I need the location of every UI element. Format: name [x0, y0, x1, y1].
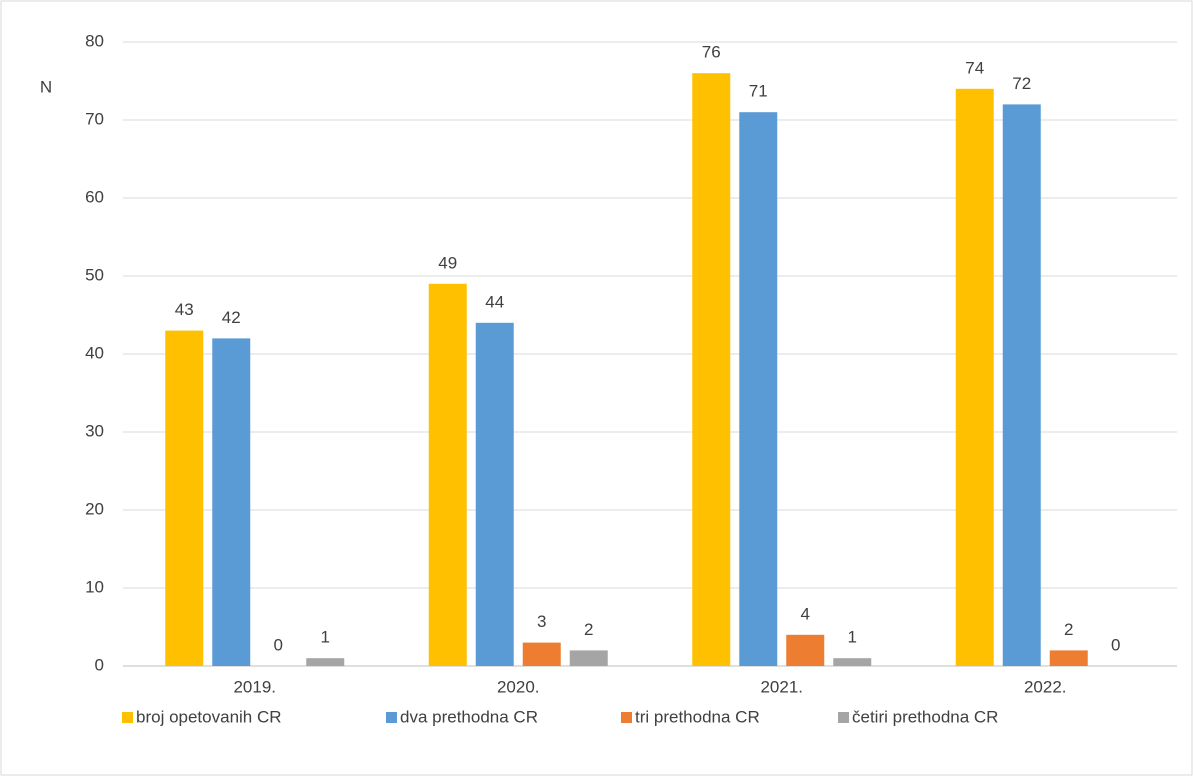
- data-label: 3: [537, 612, 546, 631]
- data-label: 4: [801, 604, 810, 623]
- y-tick-label: 40: [85, 343, 104, 362]
- y-tick-label: 10: [85, 577, 104, 596]
- bar: [955, 88, 994, 667]
- bar: [522, 642, 561, 666]
- data-label: 1: [848, 628, 857, 647]
- data-label: 2: [584, 620, 593, 639]
- data-label: 71: [749, 82, 768, 101]
- legend-swatch: [386, 712, 397, 723]
- data-label: 49: [438, 253, 457, 272]
- bar: [475, 322, 514, 666]
- legend-swatch: [838, 712, 849, 723]
- y-tick-label: 0: [95, 655, 104, 674]
- data-label: 74: [965, 58, 984, 77]
- x-tick-label: 2020.: [497, 677, 540, 696]
- data-label: 0: [274, 635, 283, 654]
- y-tick-label: 80: [85, 31, 104, 50]
- data-label: 0: [1111, 635, 1120, 654]
- bar: [569, 650, 608, 666]
- x-tick-label: 2021.: [760, 677, 803, 696]
- y-axis-label: N: [40, 77, 52, 96]
- bar: [165, 330, 204, 666]
- bar: [692, 73, 731, 666]
- bar: [786, 634, 825, 666]
- legend-label: dva prethodna CR: [400, 707, 538, 726]
- data-label: 72: [1012, 74, 1031, 93]
- x-tick-label: 2019.: [233, 677, 276, 696]
- x-tick-label: 2022.: [1024, 677, 1067, 696]
- data-label: 42: [222, 308, 241, 327]
- data-label: 2: [1064, 620, 1073, 639]
- legend-label: četiri prethodna CR: [852, 707, 998, 726]
- bar: [212, 338, 251, 666]
- data-label: 43: [175, 300, 194, 319]
- y-tick-label: 20: [85, 499, 104, 518]
- y-tick-label: 70: [85, 109, 104, 128]
- legend-swatch: [621, 712, 632, 723]
- bar: [739, 112, 778, 666]
- bar: [833, 658, 872, 666]
- y-tick-label: 60: [85, 187, 104, 206]
- legend-label: broj opetovanih CR: [136, 707, 282, 726]
- bar: [1002, 104, 1041, 666]
- legend-swatch: [122, 712, 133, 723]
- bar: [428, 283, 467, 666]
- data-label: 44: [485, 292, 504, 311]
- y-tick-label: 30: [85, 421, 104, 440]
- y-tick-label: 50: [85, 265, 104, 284]
- bar: [1049, 650, 1088, 666]
- legend-label: tri prethodna CR: [635, 707, 760, 726]
- data-label: 1: [321, 628, 330, 647]
- bar: [306, 658, 345, 666]
- data-label: 76: [702, 43, 721, 62]
